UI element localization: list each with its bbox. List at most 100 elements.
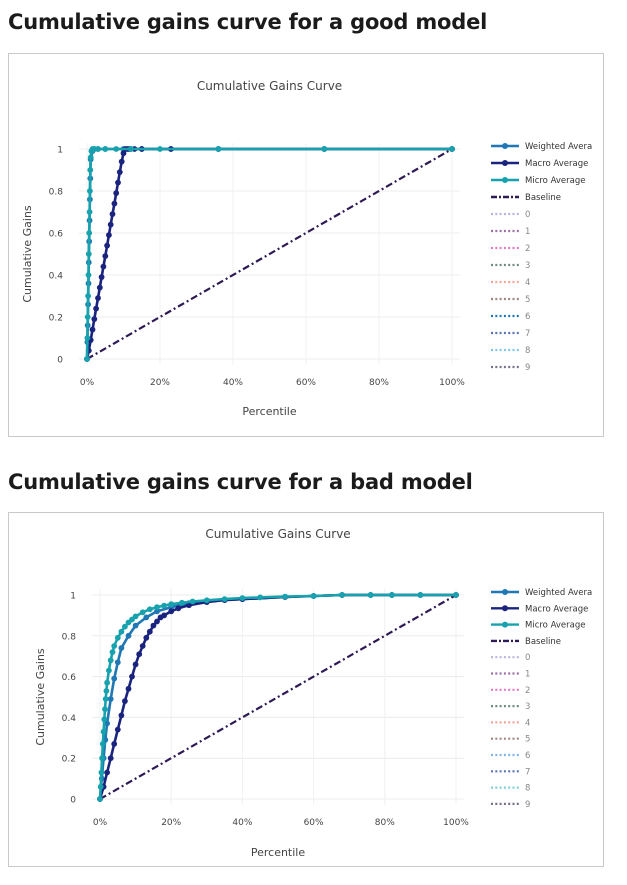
legend-label-7: 7 bbox=[525, 329, 530, 339]
series-line-micro-average bbox=[85, 147, 452, 360]
legend-marker-micro-average bbox=[502, 621, 508, 628]
y-tick-label: 0.2 bbox=[62, 755, 76, 765]
data-point-macro-average bbox=[161, 612, 168, 619]
section-heading-good-model: Cumulative gains curve for a good model bbox=[8, 10, 488, 34]
data-point-weighted-avera bbox=[114, 659, 121, 666]
legend-label-baseline: Baseline bbox=[525, 637, 561, 647]
data-point-macro-average bbox=[95, 295, 101, 301]
data-point-micro-average bbox=[87, 188, 93, 194]
data-point-micro-average bbox=[114, 634, 121, 641]
x-tick-label: 20% bbox=[150, 378, 170, 388]
data-point-macro-average bbox=[168, 608, 175, 615]
y-tick-label: 0.8 bbox=[62, 632, 77, 642]
data-point-macro-average bbox=[122, 698, 128, 704]
data-point-micro-average bbox=[84, 314, 91, 320]
data-point-micro-average bbox=[367, 592, 374, 598]
data-point-micro-average bbox=[87, 167, 94, 173]
data-point-macro-average bbox=[136, 651, 143, 658]
data-point-micro-average bbox=[221, 596, 228, 602]
data-point-micro-average bbox=[97, 783, 104, 790]
data-point-micro-average bbox=[168, 601, 175, 608]
data-point-macro-average bbox=[107, 755, 114, 762]
data-point-macro-average bbox=[150, 622, 157, 629]
series-line-baseline bbox=[99, 594, 457, 800]
legend-label-0: 0 bbox=[525, 653, 530, 663]
data-point-macro-average bbox=[111, 741, 118, 747]
data-point-weighted-avera bbox=[154, 608, 160, 615]
legend-label-2: 2 bbox=[525, 686, 530, 696]
legend-marker-weighted-avera bbox=[502, 589, 508, 595]
data-point-macro-average bbox=[106, 232, 112, 239]
data-point-micro-average bbox=[107, 657, 114, 664]
data-point-macro-average bbox=[154, 618, 160, 625]
legend-label-4: 4 bbox=[525, 718, 530, 728]
data-point-micro-average bbox=[100, 728, 107, 735]
data-point-micro-average bbox=[118, 628, 125, 635]
data-point-macro-average bbox=[93, 305, 99, 312]
y-tick-label: 0 bbox=[70, 796, 76, 806]
y-tick-label: 0.6 bbox=[49, 230, 64, 240]
data-point-micro-average bbox=[85, 272, 92, 278]
y-tick-label: 0.6 bbox=[62, 673, 77, 683]
data-point-micro-average bbox=[239, 595, 246, 601]
data-point-micro-average bbox=[86, 209, 93, 215]
data-point-macro-average bbox=[175, 605, 182, 612]
legend-label-9: 9 bbox=[525, 800, 530, 810]
section-heading-bad-model: Cumulative gains curve for a bad model bbox=[8, 470, 473, 494]
data-point-micro-average bbox=[109, 649, 116, 655]
data-point-micro-average bbox=[87, 154, 94, 161]
data-point-micro-average bbox=[113, 146, 120, 152]
data-point-micro-average bbox=[102, 696, 109, 702]
data-point-micro-average bbox=[310, 593, 317, 599]
data-point-micro-average bbox=[189, 598, 196, 605]
data-point-micro-average bbox=[132, 613, 139, 620]
legend-label-8: 8 bbox=[525, 784, 530, 794]
data-point-micro-average bbox=[389, 592, 395, 598]
data-point-micro-average bbox=[154, 604, 160, 611]
chart-title: Cumulative Gains Curve bbox=[205, 527, 350, 541]
data-point-micro-average bbox=[103, 688, 110, 694]
data-point-micro-average bbox=[85, 251, 92, 257]
data-point-micro-average bbox=[321, 146, 328, 152]
data-point-micro-average bbox=[98, 769, 105, 776]
y-tick-label: 1 bbox=[57, 146, 63, 156]
legend-label-macro-average: Macro Average bbox=[525, 604, 588, 614]
data-point-micro-average bbox=[101, 716, 108, 723]
data-point-micro-average bbox=[157, 146, 163, 152]
y-axis-label: Cumulative Gains bbox=[21, 205, 34, 303]
x-tick-label: 0% bbox=[80, 378, 95, 388]
data-point-micro-average bbox=[102, 146, 109, 152]
data-point-micro-average bbox=[95, 146, 101, 152]
data-point-micro-average bbox=[282, 593, 288, 600]
data-point-micro-average bbox=[106, 667, 112, 674]
data-point-weighted-avera bbox=[132, 622, 139, 629]
x-tick-label: 20% bbox=[161, 818, 181, 828]
data-point-weighted-avera bbox=[143, 614, 150, 621]
data-point-macro-average bbox=[129, 673, 135, 680]
legend-label-6: 6 bbox=[525, 751, 530, 761]
data-point-macro-average bbox=[132, 661, 139, 668]
legend-label-baseline: Baseline bbox=[525, 193, 561, 203]
data-point-macro-average bbox=[143, 634, 150, 641]
x-tick-label: 80% bbox=[375, 818, 395, 828]
x-tick-label: 60% bbox=[304, 818, 324, 828]
x-tick-label: 80% bbox=[369, 378, 389, 388]
y-tick-label: 1 bbox=[70, 592, 76, 602]
legend-marker-micro-average bbox=[502, 177, 508, 183]
x-tick-label: 60% bbox=[296, 378, 316, 388]
legend-label-2: 2 bbox=[525, 244, 530, 254]
x-axis-label: Percentile bbox=[242, 405, 297, 418]
legend-label-5: 5 bbox=[525, 735, 530, 745]
data-point-macro-average bbox=[104, 242, 110, 249]
y-tick-label: 0.2 bbox=[49, 314, 63, 324]
y-axis-label: Cumulative Gains bbox=[34, 648, 47, 746]
x-tick-label: 0% bbox=[93, 818, 108, 828]
y-tick-label: 0.8 bbox=[49, 188, 64, 198]
data-point-weighted-avera bbox=[125, 632, 132, 639]
chart-title: Cumulative Gains Curve bbox=[197, 79, 342, 93]
legend-label-7: 7 bbox=[525, 767, 530, 777]
data-point-macro-average bbox=[118, 158, 125, 165]
data-point-micro-average bbox=[139, 609, 146, 616]
data-point-micro-average bbox=[257, 594, 264, 601]
data-point-micro-average bbox=[104, 679, 110, 686]
